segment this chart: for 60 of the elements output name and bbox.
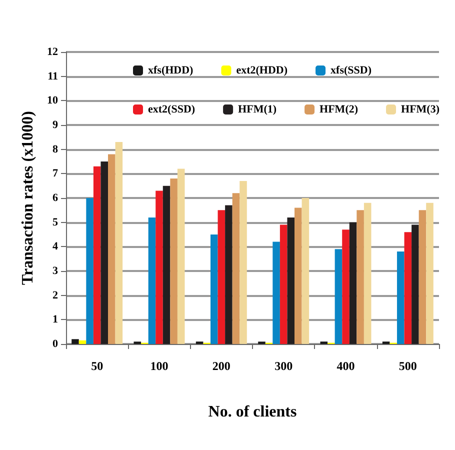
bar — [148, 217, 156, 344]
x-axis-title: No. of clients — [208, 404, 297, 420]
bar — [302, 198, 310, 344]
bar — [404, 232, 412, 344]
bar — [156, 190, 163, 344]
x-tick-label: 500 — [398, 359, 417, 373]
bar — [280, 224, 288, 344]
y-tick-label: 7 — [52, 168, 58, 180]
bar — [396, 252, 404, 344]
y-tick-label: 6 — [52, 192, 58, 204]
x-tick-label: 100 — [150, 359, 168, 373]
x-tick-label: 200 — [212, 359, 230, 373]
x-tick-label: 300 — [274, 359, 293, 373]
legend-label: HFM(1) — [238, 104, 277, 116]
bar — [426, 202, 434, 344]
bar — [349, 222, 357, 344]
bar — [78, 340, 86, 344]
legend-label: xfs(SSD) — [330, 64, 372, 76]
y-tick-label: 3 — [52, 265, 58, 277]
bar — [115, 142, 123, 344]
y-axis-title: Transaction rates (x1000) — [20, 111, 36, 285]
x-tick-label: 50 — [91, 359, 104, 373]
bar — [418, 210, 426, 344]
bar — [162, 186, 170, 344]
y-tick-label: 10 — [47, 94, 58, 107]
bar — [218, 210, 226, 344]
y-tick-label: 0 — [52, 338, 58, 350]
bar — [334, 249, 342, 344]
y-tick-label: 4 — [52, 240, 58, 253]
bar — [86, 198, 94, 344]
x-tick-label: 400 — [336, 359, 355, 373]
legend-label: HFM(3) — [401, 104, 440, 116]
y-tick-label: 9 — [52, 119, 58, 131]
bar — [364, 202, 372, 344]
bar — [100, 162, 108, 344]
bar — [240, 180, 247, 344]
y-tick-label: 11 — [48, 70, 58, 82]
bar — [294, 208, 302, 344]
y-tick-label: 8 — [52, 143, 58, 156]
bar — [177, 168, 185, 344]
bar — [93, 166, 101, 344]
y-tick-label: 1 — [52, 314, 58, 326]
bar — [210, 234, 218, 344]
bar — [232, 193, 240, 344]
bar — [72, 339, 79, 344]
bar — [108, 154, 116, 344]
y-tick-label: 12 — [47, 46, 58, 58]
bar — [170, 178, 178, 344]
y-tick-label: 2 — [52, 289, 58, 302]
y-tick-label: 5 — [52, 216, 58, 228]
bar — [412, 224, 419, 344]
bar — [287, 217, 295, 344]
bar — [342, 230, 350, 344]
bar — [356, 210, 364, 344]
legend-label: ext2(HDD) — [236, 64, 288, 76]
legend-label: ext2(SSD) — [148, 104, 196, 116]
legend-label: HFM(2) — [320, 104, 358, 116]
bar — [272, 242, 280, 344]
legend-label: xfs(HDD) — [148, 64, 194, 76]
bar — [225, 205, 232, 344]
